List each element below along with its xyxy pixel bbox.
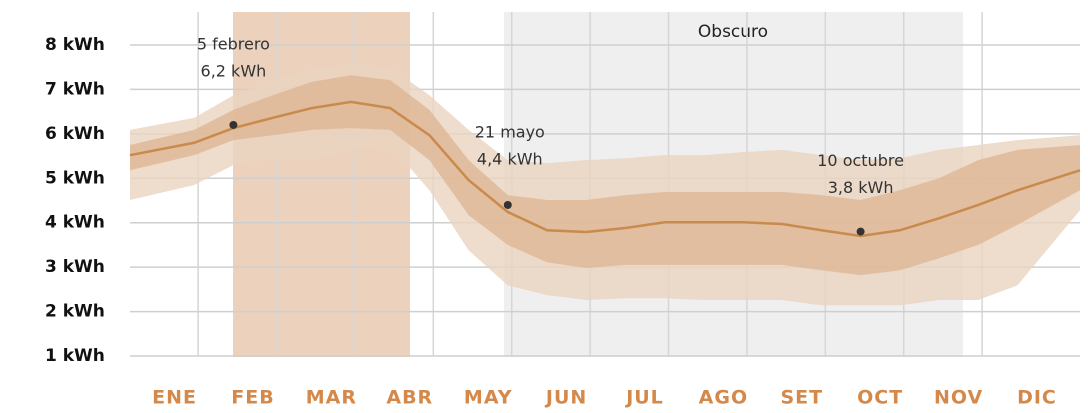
y-tick-label: 8 kWh — [45, 35, 105, 55]
annotation-text: 6,2 kWh — [201, 61, 267, 80]
x-tick-label: OCT — [857, 387, 903, 409]
x-tick-label: ABR — [386, 387, 433, 409]
x-tick-label: FEB — [231, 387, 274, 409]
line — [129, 100, 1081, 238]
annotation-text: 10 octubre — [817, 151, 904, 170]
x-tick-label: AGO — [699, 387, 748, 409]
x-tick-label: DIC — [1017, 387, 1057, 409]
y-tick-label: 7 kWh — [45, 79, 105, 99]
x-tick-label: JUN — [544, 387, 587, 409]
x-tick-label: MAY — [464, 387, 513, 409]
y-tick-label: 3 kWh — [45, 257, 105, 277]
y-tick-label: 4 kWh — [45, 213, 105, 233]
y-tick-label: 6 kWh — [45, 124, 105, 144]
annotation-point — [229, 120, 238, 129]
range-band — [130, 75, 1080, 276]
x-tick-label: JUL — [624, 387, 664, 409]
x-tick-label: MAR — [306, 387, 357, 409]
y-tick-label: 2 kWh — [45, 302, 105, 322]
y-tick-label: 5 kWh — [45, 168, 105, 188]
region-label: Obscuro — [698, 22, 768, 42]
x-tick-label: SET — [780, 387, 823, 409]
annotation-point — [503, 200, 512, 209]
annotation-text: 5 febrero — [197, 34, 270, 53]
annotation-text: 21 mayo — [475, 122, 545, 141]
x-tick-label: NOV — [934, 387, 983, 409]
annotation-point — [856, 227, 865, 236]
annotation-text: 3,8 kWh — [828, 178, 894, 197]
y-tick-label: 1 kWh — [45, 346, 105, 366]
x-tick-label: ENE — [152, 387, 197, 409]
annotation-text: 4,4 kWh — [477, 149, 543, 168]
